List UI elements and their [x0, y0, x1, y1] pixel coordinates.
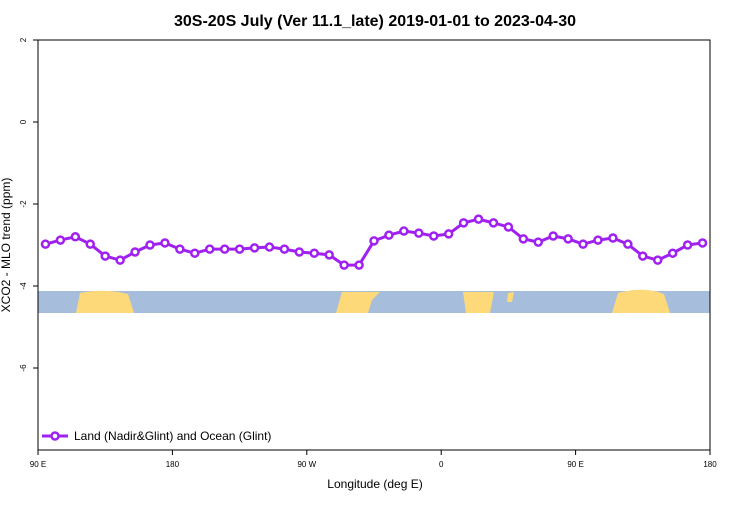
legend-marker — [50, 431, 60, 441]
x-tick-label: 90 W — [297, 460, 316, 469]
point — [145, 240, 155, 250]
y-tick-label: -6 — [19, 364, 28, 372]
legend-label: Land (Nadir&Glint) and Ocean (Glint) — [74, 429, 271, 443]
y-tick-label: -2 — [19, 200, 28, 208]
point — [548, 231, 558, 241]
point — [339, 260, 349, 270]
x-tick-label: 90 E — [567, 460, 583, 469]
chart-title: 30S-20S July (Ver 11.1_late) 2019-01-01 … — [174, 13, 576, 30]
point — [608, 233, 618, 243]
y-axis-label: XCO2 - MLO trend (ppm) — [0, 178, 13, 313]
land — [336, 292, 380, 313]
point — [40, 239, 51, 249]
point — [70, 232, 81, 242]
y-tick-label: -4 — [19, 282, 28, 290]
point — [443, 229, 454, 239]
point — [518, 234, 529, 244]
point — [414, 228, 424, 238]
point — [309, 248, 320, 258]
point — [234, 244, 245, 254]
point — [578, 239, 588, 249]
land — [463, 292, 494, 313]
point — [458, 218, 469, 228]
point — [533, 237, 544, 247]
point — [563, 234, 573, 244]
x-tick-label: 0 — [439, 460, 444, 469]
point — [249, 243, 260, 253]
point — [593, 235, 603, 245]
point — [667, 248, 678, 258]
point — [130, 247, 140, 257]
point — [428, 231, 439, 241]
point — [697, 238, 708, 248]
point — [652, 255, 663, 265]
point — [264, 242, 275, 252]
x-axis-label: Longitude (deg E) — [327, 477, 422, 491]
point — [100, 251, 110, 261]
point — [175, 244, 185, 254]
point — [384, 230, 394, 240]
point — [279, 244, 290, 254]
point — [682, 240, 693, 250]
x-tick-label: 90 E — [30, 460, 46, 469]
point — [219, 244, 230, 254]
x-tick-label: 180 — [166, 460, 180, 469]
x-tick-label: 180 — [703, 460, 717, 469]
point — [369, 236, 379, 246]
point — [399, 226, 409, 236]
point — [204, 244, 215, 254]
point — [85, 239, 96, 249]
ocean — [38, 291, 710, 313]
point — [160, 238, 170, 248]
point — [473, 214, 484, 224]
y-tick-label: 2 — [19, 37, 28, 42]
point — [190, 248, 200, 258]
map-strip — [38, 289, 710, 313]
land — [507, 292, 514, 302]
land — [76, 290, 134, 313]
land — [612, 289, 670, 313]
point — [354, 260, 364, 270]
point — [488, 218, 499, 228]
point — [294, 247, 305, 257]
y-tick-label: 0 — [19, 119, 28, 124]
point — [638, 251, 648, 261]
plot-frame — [37, 39, 711, 451]
point — [324, 250, 334, 260]
point — [115, 255, 125, 265]
point — [55, 235, 66, 245]
point — [503, 222, 514, 232]
point — [623, 239, 633, 249]
